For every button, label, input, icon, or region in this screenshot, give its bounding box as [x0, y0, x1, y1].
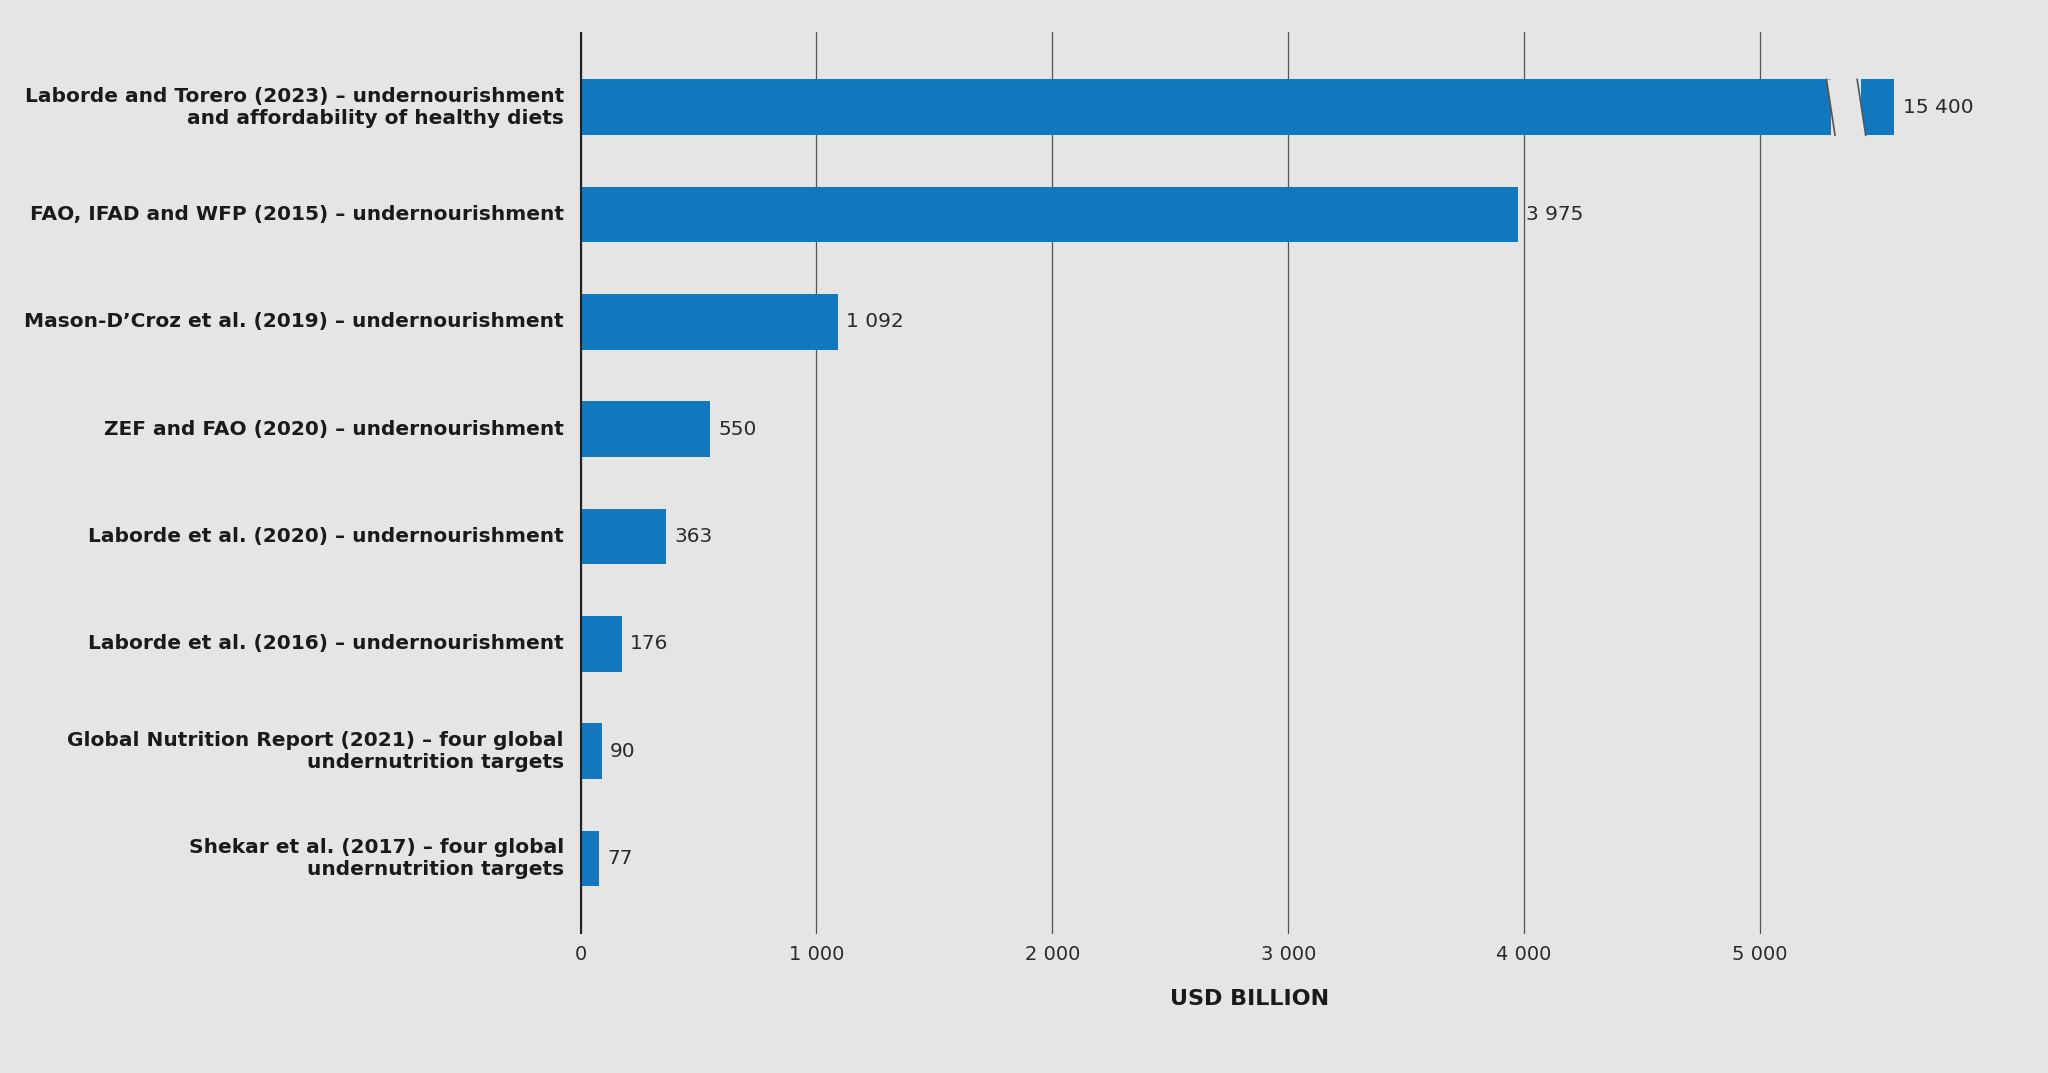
Bar	[580, 616, 623, 672]
Text: Laborde et al. (2020) – undernourishment: Laborde et al. (2020) – undernourishment	[88, 527, 563, 546]
Text: FAO, IFAD and WFP (2015) – undernourishment: FAO, IFAD and WFP (2015) – undernourishm…	[31, 205, 563, 224]
Text: Laborde and Torero (2023) – undernourishment
and affordability of healthy diets: Laborde and Torero (2023) – undernourish…	[25, 87, 563, 128]
Text: 90: 90	[610, 741, 635, 761]
Text: 176: 176	[631, 634, 668, 653]
Text: 1 092: 1 092	[846, 312, 903, 332]
Text: 77: 77	[606, 849, 633, 868]
Bar	[580, 723, 602, 779]
Text: Global Nutrition Report (2021) – four global
undernutrition targets: Global Nutrition Report (2021) – four gl…	[68, 731, 563, 771]
Text: 15 400: 15 400	[1903, 98, 1974, 117]
Text: 550: 550	[719, 420, 758, 439]
Text: Laborde et al. (2016) – undernourishment: Laborde et al. (2016) – undernourishment	[88, 634, 563, 653]
X-axis label: USD BILLION: USD BILLION	[1169, 988, 1329, 1009]
Text: Mason-D’Croz et al. (2019) – undernourishment: Mason-D’Croz et al. (2019) – undernouris…	[25, 312, 563, 332]
Bar	[580, 294, 838, 350]
Text: 3 975: 3 975	[1526, 205, 1583, 224]
Polygon shape	[1827, 79, 1866, 135]
Text: ZEF and FAO (2020) – undernourishment: ZEF and FAO (2020) – undernourishment	[104, 420, 563, 439]
Bar	[580, 509, 666, 564]
Bar	[580, 187, 1518, 242]
Text: 363: 363	[674, 527, 713, 546]
Bar	[580, 831, 598, 886]
Bar	[580, 401, 711, 457]
Text: Shekar et al. (2017) – four global
undernutrition targets: Shekar et al. (2017) – four global under…	[188, 838, 563, 879]
Bar	[580, 79, 1831, 135]
Bar	[1862, 79, 1894, 135]
